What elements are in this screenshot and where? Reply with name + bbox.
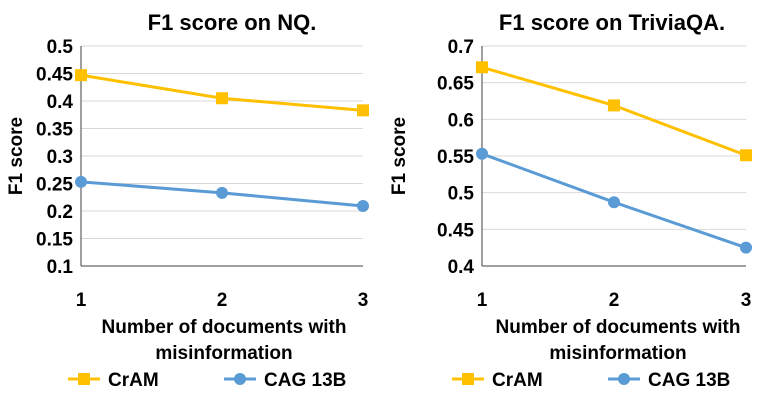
x-axis-label: misinformation bbox=[155, 343, 292, 364]
y-tick-label: 0.15 bbox=[36, 230, 73, 251]
legend-label: CAG 13B bbox=[264, 370, 346, 391]
data-point bbox=[608, 196, 620, 209]
y-tick-label: 0.7 bbox=[448, 37, 474, 58]
x-tick-label: 1 bbox=[477, 290, 488, 311]
legend-marker bbox=[462, 373, 474, 385]
y-tick-label: 0.3 bbox=[47, 147, 73, 168]
x-tick-label: 3 bbox=[358, 290, 369, 311]
y-tick-label: 0.65 bbox=[437, 74, 474, 95]
legend-marker bbox=[78, 373, 90, 385]
data-point bbox=[476, 61, 488, 74]
y-tick-label: 0.6 bbox=[448, 110, 474, 131]
y-tick-label: 0.45 bbox=[36, 65, 73, 86]
data-point bbox=[216, 186, 228, 199]
chart-title: F1 score on TriviaQA. bbox=[499, 10, 725, 35]
y-axis-label: F1 score bbox=[6, 117, 27, 195]
x-tick-label: 3 bbox=[741, 290, 752, 311]
data-point bbox=[75, 175, 87, 188]
y-tick-label: 0.5 bbox=[47, 37, 74, 58]
chart-panel-1: F1 score on NQ. 0.1 0.15 0.2 0.25 0.3 0.35 0.4 0… bbox=[6, 10, 369, 391]
legend-label: CAG 13B bbox=[648, 370, 730, 391]
x-axis-label: Number of documents with bbox=[102, 317, 347, 338]
y-tick-label: 0.5 bbox=[448, 184, 475, 205]
data-point bbox=[740, 149, 752, 162]
y-tick-label: 0.1 bbox=[47, 257, 74, 278]
data-point bbox=[75, 69, 87, 82]
y-tick-label: 0.45 bbox=[437, 220, 474, 241]
x-axis-label: Number of documents with bbox=[496, 317, 741, 338]
chart-panel-2: F1 score on TriviaQA. 0.4 0.45 0.5 0.55 0.6 0.… bbox=[389, 10, 752, 391]
legend-label: CrAM bbox=[492, 370, 543, 391]
y-tick-label: 0.55 bbox=[437, 147, 474, 168]
y-axis-label: F1 score bbox=[389, 117, 410, 195]
data-point bbox=[740, 241, 752, 254]
data-point bbox=[216, 92, 228, 105]
y-tick-label: 0.4 bbox=[448, 257, 475, 278]
x-tick-label: 2 bbox=[217, 290, 228, 311]
y-tick-label: 0.4 bbox=[47, 92, 74, 113]
y-tick-label: 0.2 bbox=[47, 202, 73, 223]
y-tick-label: 0.25 bbox=[36, 175, 73, 196]
legend-label: CrAM bbox=[108, 370, 159, 391]
legend-marker bbox=[234, 373, 246, 385]
legend: CrAM CAG 13B bbox=[452, 370, 730, 391]
legend-marker bbox=[618, 373, 630, 385]
chart-title: F1 score on NQ. bbox=[148, 10, 317, 35]
data-point bbox=[608, 99, 620, 112]
y-tick-label: 0.35 bbox=[36, 120, 73, 141]
legend: CrAM CAG 13B bbox=[68, 370, 346, 391]
data-point bbox=[357, 104, 369, 117]
x-tick-label: 2 bbox=[609, 290, 620, 311]
data-point bbox=[476, 147, 488, 160]
data-point bbox=[357, 200, 369, 213]
x-axis-label: misinformation bbox=[549, 343, 686, 364]
x-tick-label: 1 bbox=[76, 290, 87, 311]
